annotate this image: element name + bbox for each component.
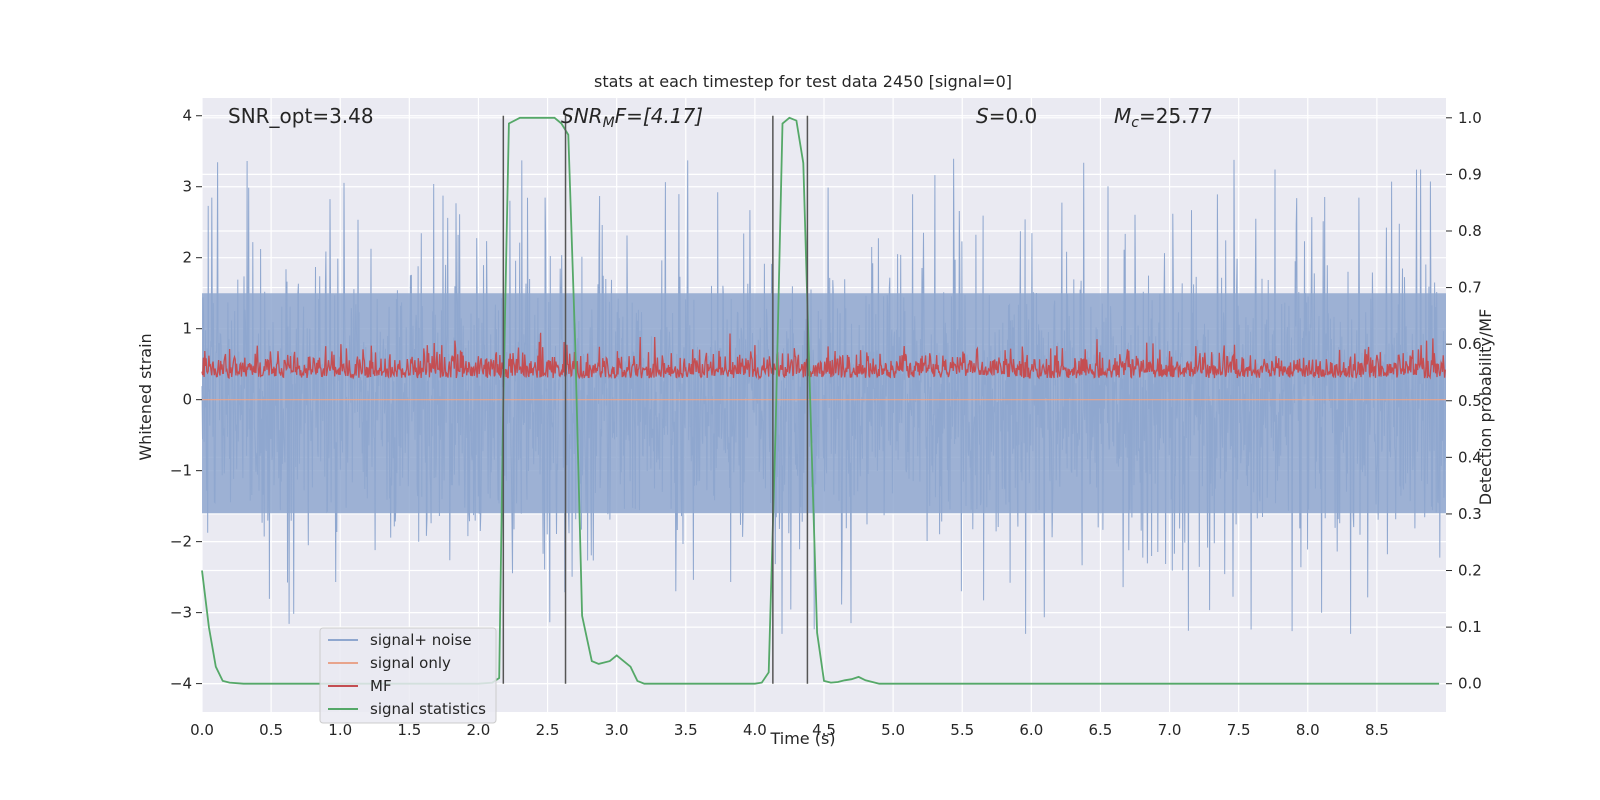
y-tick-label-right: 0.1 bbox=[1458, 618, 1482, 636]
mf-line bbox=[201, 332, 1446, 381]
detection-boundary-lines bbox=[502, 115, 809, 684]
x-tick-label: 5.0 bbox=[881, 721, 905, 739]
x-tick-label: 4.0 bbox=[743, 721, 767, 739]
y-tick-label-left: −3 bbox=[170, 604, 192, 622]
y-axis-right-title: Detection probability/MF bbox=[1476, 309, 1495, 506]
legend-box bbox=[319, 627, 497, 724]
series-mf bbox=[201, 332, 1446, 381]
x-tick-label: 0.5 bbox=[259, 721, 283, 739]
x-tick-label: 6.0 bbox=[1019, 721, 1043, 739]
chart-title: stats at each timestep for test data 245… bbox=[594, 72, 1012, 91]
y-tick-label-right: 0.0 bbox=[1458, 675, 1482, 693]
mc-value: =25.77 bbox=[1139, 104, 1213, 128]
snr-mf-symbol: SNR bbox=[561, 104, 603, 128]
annotation-snr-opt: SNR_opt=3.48 bbox=[228, 104, 374, 128]
x-tick-label: 1.0 bbox=[328, 721, 352, 739]
y-tick-label-right: 0.6 bbox=[1458, 335, 1482, 353]
s-symbol: S bbox=[976, 104, 989, 128]
y-tick-label-right: 0.8 bbox=[1458, 222, 1482, 240]
snr-mf-subscript: M bbox=[603, 115, 615, 131]
y-tick-label-left: 1 bbox=[182, 320, 192, 338]
annotation-snr-mf: SNRMF=[4.17] bbox=[561, 104, 703, 131]
x-tick-label: 4.5 bbox=[812, 721, 836, 739]
annotation-mc: Mc=25.77 bbox=[1114, 104, 1213, 131]
y-axis-left-title: Whitened strain bbox=[136, 333, 155, 460]
legend-label-mf: MF bbox=[370, 677, 392, 695]
signal-noise-line bbox=[201, 158, 1446, 634]
legend-label-signal-only: signal only bbox=[370, 654, 451, 672]
x-tick-label: 6.5 bbox=[1089, 721, 1113, 739]
x-tick-label: 0.0 bbox=[190, 721, 214, 739]
legend-label-signal-noise: signal+ noise bbox=[370, 631, 472, 649]
x-tick-label: 7.0 bbox=[1158, 721, 1182, 739]
x-tick-label: 5.5 bbox=[950, 721, 974, 739]
x-tick-label: 7.5 bbox=[1227, 721, 1251, 739]
legend-label-signal-statistics: signal statistics bbox=[370, 700, 486, 718]
x-axis-title: Time (s) bbox=[769, 729, 835, 748]
y-tick-label-right: 0.5 bbox=[1458, 392, 1482, 410]
y-tick-label-left: −1 bbox=[170, 462, 192, 480]
y-tick-label-right: 1.0 bbox=[1458, 109, 1482, 127]
x-tick-label: 3.5 bbox=[674, 721, 698, 739]
y-tick-label-left: 0 bbox=[182, 391, 192, 409]
y-tick-label-right: 0.2 bbox=[1458, 562, 1482, 580]
series-signal-noise bbox=[201, 158, 1446, 634]
x-tick-label: 1.5 bbox=[397, 721, 421, 739]
mc-subscript: c bbox=[1131, 115, 1139, 131]
y-axis-right-ticks: 1.0 0.9 0.8 0.7 0.6 0.5 0.4 0.3 0.2 0.1 0.0 bbox=[1446, 109, 1482, 693]
annotation-s: S=0.0 bbox=[976, 104, 1037, 128]
y-tick-label-right: 0.9 bbox=[1458, 165, 1482, 183]
y-tick-label-left: −2 bbox=[170, 533, 192, 551]
y-tick-label-left: 3 bbox=[182, 178, 192, 196]
x-tick-label: 2.5 bbox=[536, 721, 560, 739]
y-tick-label-right: 0.4 bbox=[1458, 448, 1482, 466]
legend: signal+ noise signal only MF signal stat… bbox=[319, 627, 497, 724]
y-tick-label-right: 0.3 bbox=[1458, 505, 1482, 523]
y-axis-left-ticks: 4 3 2 1 0 −1 −2 −3 −4 bbox=[170, 107, 202, 693]
y-tick-label-right: 0.7 bbox=[1458, 279, 1482, 297]
x-tick-label: 2.0 bbox=[467, 721, 491, 739]
y-tick-label-left: −4 bbox=[170, 675, 192, 693]
x-tick-label: 8.5 bbox=[1365, 721, 1389, 739]
y-tick-label-left: 4 bbox=[182, 107, 192, 125]
s-value: =0.0 bbox=[989, 104, 1038, 128]
x-tick-label: 3.0 bbox=[605, 721, 629, 739]
mc-symbol: M bbox=[1114, 104, 1131, 128]
x-axis-ticks: 0.0 0.5 1.0 1.5 2.0 2.5 3.0 3.5 4.0 4.5 5.0 5.5 6.0 6… bbox=[190, 721, 1389, 739]
x-tick-label: 8.0 bbox=[1296, 721, 1320, 739]
y-tick-label-left: 2 bbox=[182, 249, 192, 267]
snr-mf-f: F=[4.17] bbox=[615, 104, 703, 128]
